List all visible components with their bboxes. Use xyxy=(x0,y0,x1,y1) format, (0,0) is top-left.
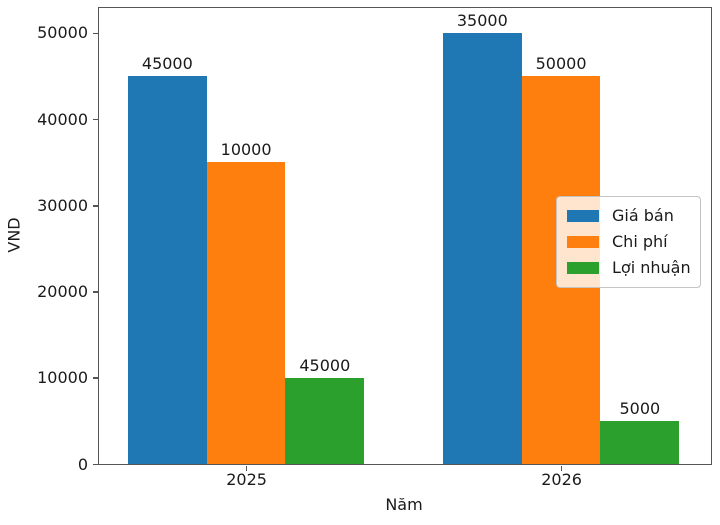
bar-Lợi nhuận-2026 xyxy=(600,420,680,464)
x-tick-mark xyxy=(245,466,248,471)
bar-Giá bán-2026 xyxy=(442,33,522,464)
legend-swatch xyxy=(567,262,599,274)
bar-Giá bán-2025 xyxy=(127,76,207,464)
bar-value-label: 5000 xyxy=(619,398,661,418)
bar-value-label: 35000 xyxy=(456,11,508,30)
y-tick-label: 30000 xyxy=(37,195,88,215)
bar-value-label: 45000 xyxy=(299,355,351,375)
y-tick-mark xyxy=(93,377,98,380)
plot-area: 45000 35000 10000 50000 45000 5000 Giá bán Chi… xyxy=(98,7,712,465)
legend-label: Giá bán xyxy=(612,206,674,225)
y-tick-label: 10000 xyxy=(37,368,88,388)
legend: Giá bán Chi phí Lợi nhuận xyxy=(556,196,701,288)
legend-item-Giá bán: Giá bán xyxy=(567,203,692,229)
y-axis-label: VND xyxy=(4,217,24,253)
y-tick-label: 0 xyxy=(77,454,88,474)
x-axis-label: Năm xyxy=(385,495,423,514)
bar-Chi phí-2025 xyxy=(206,162,286,464)
x-tick-label: 2026 xyxy=(541,470,582,489)
y-tick-label: 50000 xyxy=(37,23,88,43)
x-tick-label: 2025 xyxy=(226,470,267,489)
bar-value-label: 10000 xyxy=(220,140,272,160)
legend-item-Lợi nhuận: Lợi nhuận xyxy=(567,255,692,281)
x-tick-mark xyxy=(560,466,563,471)
y-tick-mark xyxy=(93,32,98,35)
legend-swatch xyxy=(567,236,599,248)
y-tick-label: 20000 xyxy=(37,282,88,302)
y-tick-label: 40000 xyxy=(37,109,88,129)
legend-swatch xyxy=(567,210,599,222)
y-tick-mark xyxy=(93,205,98,207)
bar-value-label: 45000 xyxy=(141,54,193,74)
y-tick-mark xyxy=(93,118,98,121)
y-tick-mark xyxy=(93,463,98,466)
legend-label: Chi phí xyxy=(612,232,668,251)
bar-Lợi nhuận-2025 xyxy=(285,377,365,464)
bar-value-label: 50000 xyxy=(535,54,587,74)
y-tick-mark xyxy=(93,291,98,293)
legend-item-Chi phí: Chi phí xyxy=(567,229,692,255)
legend-label: Lợi nhuận xyxy=(612,258,691,277)
